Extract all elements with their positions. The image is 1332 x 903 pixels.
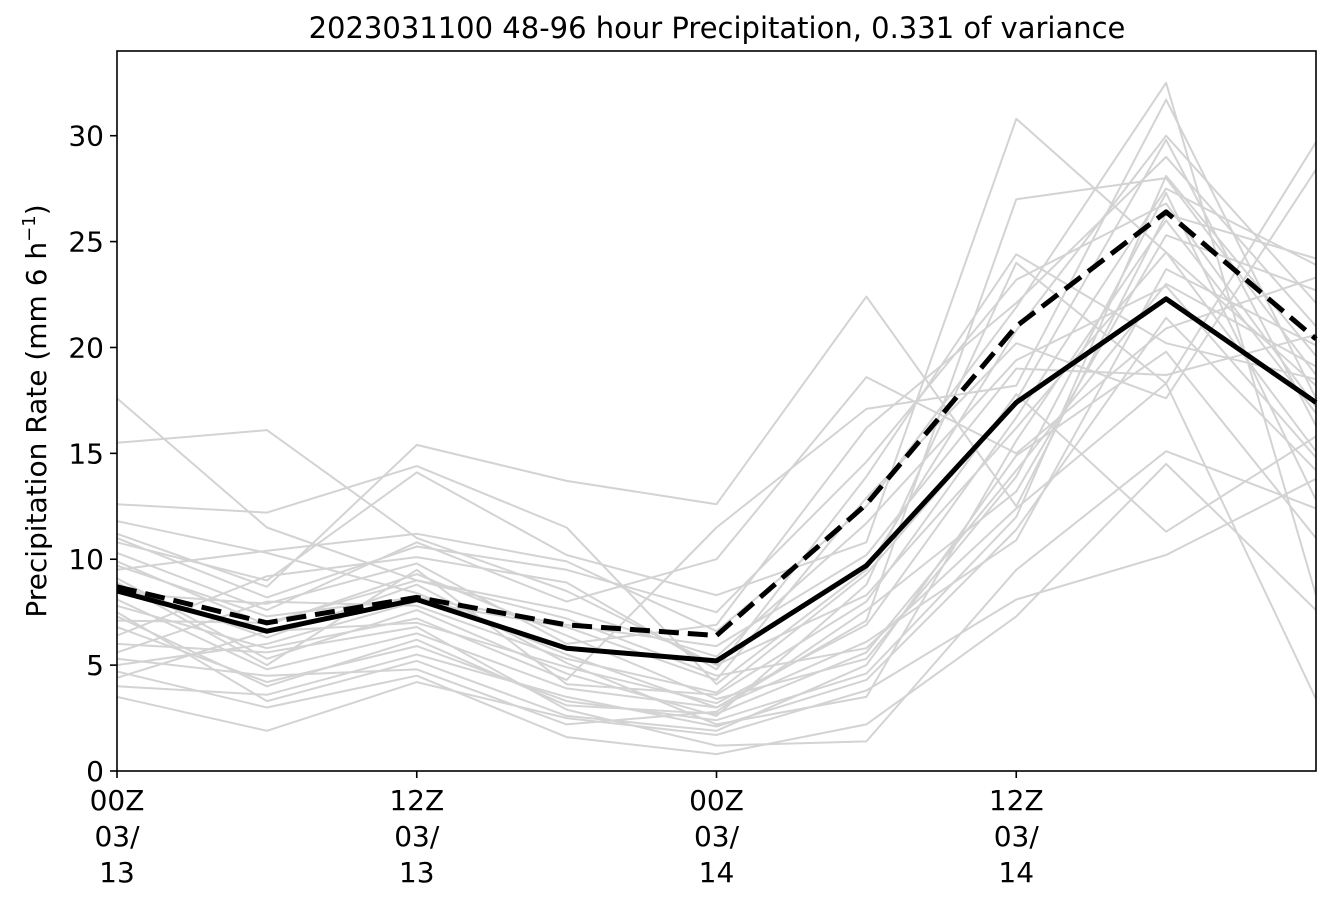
y-tick-label: 10 — [68, 543, 104, 576]
solid-series-line — [116, 296, 1318, 664]
ensemble-member-line-13 — [116, 268, 1317, 709]
y-tick-label: 20 — [68, 331, 104, 364]
ensemble-member-line-19 — [116, 450, 1317, 747]
ensemble-member-line-10 — [116, 141, 1317, 717]
y-axis-label: Precipitation Rate (mm 6 h−1) — [19, 204, 53, 617]
ensemble-member-line-26 — [116, 477, 1317, 736]
ensemble-member-line-5 — [116, 213, 1317, 588]
y-axis-ticks: 0 5 10 15 20 25 30 — [68, 120, 117, 788]
ensemble-member-line-1 — [116, 382, 1317, 700]
y-tick-label: 30 — [68, 120, 104, 153]
highlight-series — [116, 209, 1318, 664]
ensemble-member-line-28 — [116, 333, 1317, 648]
ensemble-lines — [116, 81, 1317, 756]
ensemble-member-line-21 — [116, 234, 1317, 726]
ensemble-member-line-29 — [116, 393, 1317, 696]
ensemble-member-line-12 — [116, 155, 1317, 645]
ensemble-member-line-7 — [116, 276, 1317, 612]
ensemble-member-line-3 — [116, 134, 1317, 686]
x-tick-label: 00Z 03/14 — [689, 784, 744, 889]
x-tick-label: 00Z 03/13 — [90, 784, 145, 889]
ensemble-member-line-14 — [116, 98, 1317, 681]
x-axis-ticks: 00Z 03/13 12Z 03/13 00Z 03/14 12Z 03/14 — [90, 771, 1044, 889]
ensemble-member-line-18 — [116, 253, 1317, 671]
x-tick-label: 12Z 03/13 — [389, 784, 444, 889]
ensemble-member-line-23 — [116, 462, 1317, 756]
chart-title: 2023031100 48-96 hour Precipitation, 0.3… — [309, 11, 1126, 45]
ensemble-member-line-15 — [116, 350, 1317, 732]
ensemble-member-line-20 — [116, 138, 1317, 694]
ensemble-member-line-30 — [116, 282, 1317, 715]
ensemble-member-line-16 — [116, 285, 1317, 658]
y-tick-label: 5 — [86, 649, 104, 682]
ensemble-member-line-27 — [116, 202, 1317, 614]
y-tick-label: 0 — [86, 755, 104, 788]
ensemble-member-line-22 — [116, 169, 1317, 681]
dashed-series-line — [116, 209, 1318, 638]
ensemble-member-line-25 — [116, 316, 1317, 728]
ensemble-member-line-9 — [116, 81, 1317, 633]
ensemble-member-line-17 — [116, 174, 1317, 722]
ensemble-member-line-4 — [116, 177, 1317, 709]
x-tick-label: 12Z 03/14 — [989, 784, 1044, 889]
y-tick-label: 15 — [68, 437, 104, 470]
y-tick-label: 25 — [68, 226, 104, 259]
ensemble-member-line-24 — [116, 187, 1317, 705]
